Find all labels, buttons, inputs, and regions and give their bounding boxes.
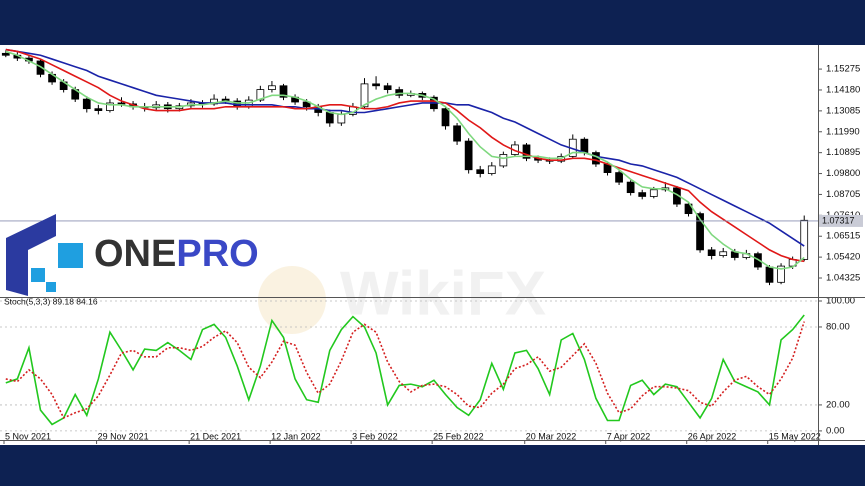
candle-body [615, 172, 623, 183]
watermark-icon [258, 266, 326, 334]
logo-square [31, 268, 45, 282]
logo-square [46, 282, 56, 292]
candle-body [487, 165, 496, 174]
x-tick-label: 20 Mar 2022 [526, 431, 577, 441]
y-tick-label: 1.09800 [826, 168, 860, 179]
y-tick-label: 1.13085 [826, 105, 860, 116]
candle-body [696, 213, 704, 251]
top-frame [0, 0, 865, 45]
candle-body [337, 114, 346, 124]
candle-body [117, 102, 126, 105]
y-tick-label: 1.06515 [826, 231, 860, 242]
y-tick-label: 1.04325 [826, 273, 860, 284]
y-tick-label: 1.10895 [826, 147, 860, 158]
series-line [5, 50, 805, 270]
series-line [5, 314, 805, 426]
candle-body [580, 138, 589, 153]
y-tick-label: 1.11990 [826, 126, 860, 137]
plot: 1.15275 1.14180 1.13085 1.11990 1.10895 1.098… [0, 48, 863, 444]
candle-body [800, 219, 809, 260]
series-line [5, 48, 805, 247]
indicator-title: Stoch(5,3,3) 89.18 84.16 [4, 296, 98, 306]
candle-body [765, 266, 774, 283]
x-tick-label: 21 Dec 2021 [190, 431, 241, 441]
logo-text-pro: PRO [176, 233, 258, 275]
x-tick-label: 29 Nov 2021 [98, 431, 149, 441]
logo-mark [6, 214, 56, 296]
current-price-box [819, 214, 863, 227]
current-price-label: 1.07317 [822, 215, 855, 225]
x-tick-label: 12 Jan 2022 [271, 431, 321, 441]
candle-body [210, 98, 218, 105]
candle-body [522, 144, 531, 159]
candle-body [476, 169, 485, 174]
candle-body [707, 249, 716, 256]
logo-text: ONEPRO [94, 233, 259, 275]
candle-body [302, 101, 311, 108]
candle-body [372, 83, 380, 87]
y-tick-label: 1.05420 [826, 252, 860, 263]
logo: ONEPRO [6, 214, 259, 296]
candle-body [106, 102, 114, 111]
x-tick-label: 26 Apr 2022 [688, 431, 737, 441]
candle-body [325, 112, 334, 124]
watermark: WikiFX [258, 259, 546, 334]
y-tick-label: 100.00 [826, 296, 855, 307]
y-tick-label: 1.15275 [826, 64, 860, 75]
candle-body [464, 140, 473, 171]
y-tick-label: 1.14180 [826, 84, 860, 95]
candle-body [684, 203, 693, 215]
candle-body [395, 89, 404, 96]
bottom-frame [0, 445, 865, 486]
chart-area [0, 45, 865, 445]
candle-body [1, 52, 10, 56]
candle-body [638, 192, 647, 197]
candle-body [279, 85, 288, 98]
x-tick-label: 15 May 2022 [769, 431, 821, 441]
candle-body [441, 108, 450, 127]
candle-body [82, 98, 91, 110]
candle-body [94, 108, 103, 111]
candle-body [453, 125, 461, 142]
candle-body [268, 85, 276, 90]
y-tick-label: 80.00 [826, 321, 850, 332]
candle-body [383, 85, 392, 90]
logo-square [58, 243, 83, 268]
candle-body [256, 89, 265, 101]
candle-body [499, 154, 508, 167]
candle-body [719, 251, 728, 256]
series-line [5, 321, 805, 419]
candle-body [777, 265, 785, 283]
y-tick-label: 1.08705 [826, 189, 860, 200]
candle-body [360, 83, 369, 108]
logo-text-one: ONE [94, 233, 176, 275]
y-tick-label: 20.00 [826, 399, 850, 410]
candle-body [626, 181, 635, 194]
x-tick-label: 3 Feb 2022 [352, 431, 398, 441]
x-tick-label: 7 Apr 2022 [607, 431, 651, 441]
y-tick-label: 0.00 [826, 425, 845, 436]
x-tick-label: 25 Feb 2022 [433, 431, 484, 441]
watermark-text: WikiFX [340, 259, 546, 328]
x-tick-label: 5 Nov 2021 [5, 431, 51, 441]
candle-body [649, 189, 658, 197]
